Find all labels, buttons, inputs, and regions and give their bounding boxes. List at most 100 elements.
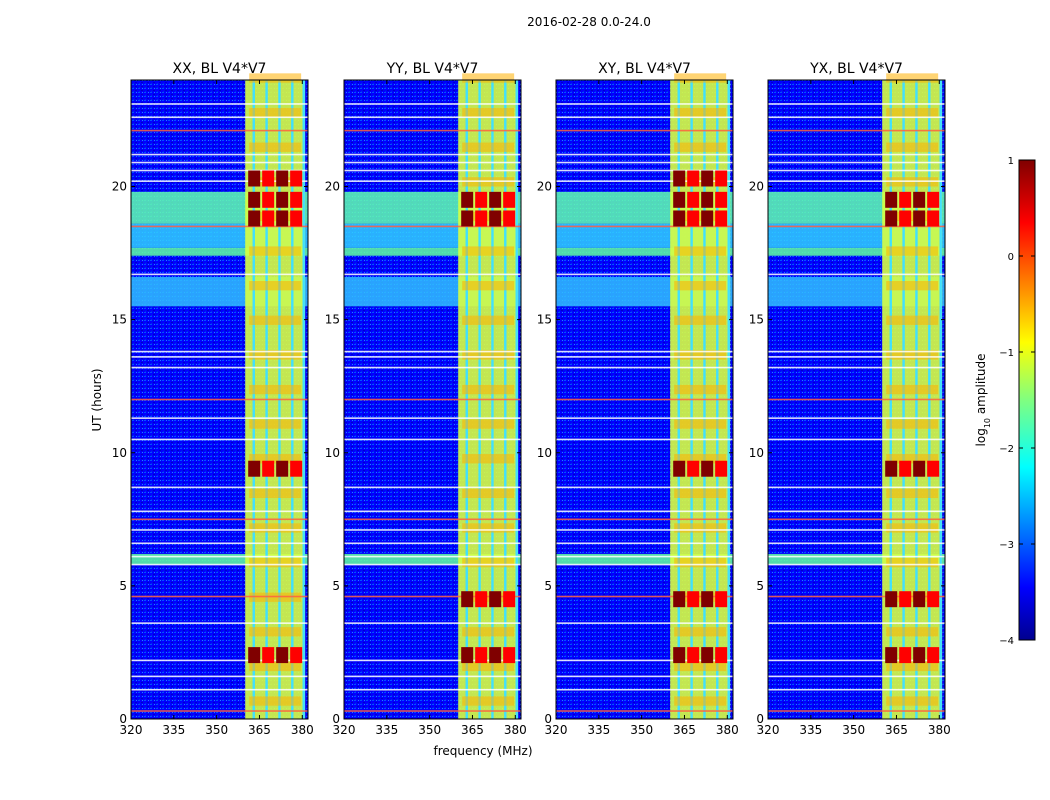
band-patch — [462, 488, 515, 499]
horizontal-rfi-line-26 — [556, 116, 733, 119]
band-patch — [886, 211, 939, 222]
peak-block-0-0 — [461, 647, 474, 664]
horizontal-rfi-line-10 — [768, 518, 945, 521]
horizontal-rfi-line-9 — [131, 529, 308, 531]
peak-block-3-3 — [503, 191, 516, 208]
band-patch — [886, 107, 939, 118]
horizontal-rfi-line-25 — [344, 129, 521, 132]
peak-block-2-3 — [503, 210, 516, 227]
horizontal-rfi-line-8 — [344, 542, 521, 545]
horizontal-rfi-line-21 — [344, 180, 521, 182]
peak-block-1-1 — [899, 591, 912, 608]
peak-block-3-1 — [687, 210, 700, 227]
band-patch — [249, 419, 302, 429]
band-patch — [249, 454, 302, 464]
horizontal-rfi-line-17 — [344, 356, 521, 358]
band-patch — [674, 627, 727, 637]
horizontal-rfi-line-14 — [131, 417, 308, 419]
horizontal-rfi-line-25 — [768, 129, 945, 132]
x-tick-label: 320 — [757, 723, 780, 737]
peak-block-0-2 — [913, 647, 926, 664]
band-patch — [462, 211, 515, 222]
band-patch — [674, 696, 727, 706]
horizontal-rfi-line-27 — [556, 103, 733, 105]
horizontal-rfi-line-12 — [344, 486, 521, 489]
horizontal-rfi-line-1 — [768, 688, 945, 691]
band-patch — [674, 246, 727, 256]
horizontal-rfi-line-13 — [768, 438, 945, 441]
horizontal-rfi-line-5 — [768, 595, 945, 598]
peak-block-3-1 — [899, 210, 912, 227]
wide-band-0 — [344, 247, 521, 256]
wide-band-4 — [768, 553, 945, 565]
wide-band-0 — [131, 247, 308, 256]
peak-block-3-2 — [489, 191, 502, 208]
horizontal-rfi-line-19 — [131, 273, 308, 276]
x-tick-label: 335 — [799, 723, 822, 737]
peak-block-2-1 — [262, 210, 275, 227]
peak-block-3-2 — [276, 191, 289, 208]
peak-block-1-1 — [475, 591, 488, 608]
figure-suptitle: 2016-02-28 0.0-24.0 — [527, 15, 651, 29]
band-patch — [249, 488, 302, 499]
peak-block-4-0 — [885, 191, 898, 208]
horizontal-rfi-line-9 — [344, 529, 521, 531]
horizontal-rfi-line-19 — [556, 273, 733, 276]
horizontal-rfi-line-5 — [344, 595, 521, 598]
y-axis-label: UT (hours) — [90, 368, 104, 431]
peak-block-0-2 — [489, 647, 502, 664]
peak-block-3-3 — [290, 191, 303, 208]
peak-block-0-3 — [715, 647, 728, 664]
horizontal-rfi-line-13 — [344, 438, 521, 441]
horizontal-rfi-line-22 — [131, 169, 308, 172]
peak-block-4-0 — [673, 191, 686, 208]
peak-block-2-0 — [673, 460, 686, 477]
panel-title: YX, BL V4*V7 — [809, 61, 903, 77]
peak-block-1-1 — [687, 591, 700, 608]
x-tick-label: 380 — [716, 723, 739, 737]
horizontal-rfi-line-16 — [131, 366, 308, 369]
band-patch — [886, 557, 939, 568]
peak-block-4-3 — [927, 191, 940, 208]
band-patch — [462, 350, 515, 360]
wide-band-4 — [556, 553, 733, 565]
peak-block-0-0 — [248, 647, 261, 664]
band-patch — [249, 350, 302, 360]
x-tick-label: 350 — [205, 723, 228, 737]
peak-block-5-0 — [673, 170, 686, 187]
band-patch — [462, 384, 515, 395]
x-tick-label: 350 — [842, 723, 865, 737]
horizontal-rfi-line-17 — [131, 356, 308, 358]
horizontal-rfi-line-2 — [131, 675, 308, 678]
band-patch — [674, 73, 727, 83]
band-patch — [462, 73, 515, 83]
y-tick-label: 20 — [112, 180, 127, 194]
x-tick-label: 320 — [120, 723, 143, 737]
peak-block-2-2 — [701, 460, 714, 477]
horizontal-rfi-line-11 — [131, 510, 308, 513]
colorbar-tick-label: −2 — [999, 444, 1014, 455]
horizontal-rfi-line-18 — [131, 350, 308, 353]
peak-block-2-0 — [885, 460, 898, 477]
peak-block-2-3 — [715, 460, 728, 477]
panel-2: YY, BL V4*V7 320 335 350 365 380 0 5 10 15 20 — [325, 61, 527, 737]
peak-block-0-3 — [290, 647, 303, 664]
y-tick-label: 15 — [749, 313, 764, 327]
y-tick-label: 15 — [537, 313, 552, 327]
peak-block-4-1 — [687, 191, 700, 208]
horizontal-rfi-line-6 — [556, 563, 733, 566]
horizontal-rfi-line-8 — [556, 542, 733, 545]
band-patch — [249, 627, 302, 637]
band-patch — [249, 696, 302, 706]
band-patch — [886, 350, 939, 360]
horizontal-rfi-line-22 — [768, 169, 945, 172]
horizontal-rfi-line-2 — [556, 675, 733, 678]
band-patch — [249, 661, 302, 672]
horizontal-rfi-line-23 — [768, 161, 945, 164]
x-tick-label: 320 — [333, 723, 356, 737]
band-patch — [249, 523, 302, 533]
horizontal-rfi-line-20 — [768, 225, 945, 228]
horizontal-rfi-line-1 — [131, 688, 308, 691]
horizontal-rfi-line-15 — [556, 398, 733, 401]
